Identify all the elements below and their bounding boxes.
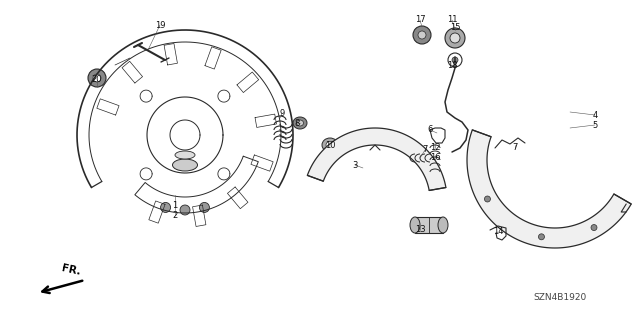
Circle shape (180, 205, 190, 215)
Ellipse shape (296, 120, 303, 126)
Text: 20: 20 (92, 76, 102, 85)
Text: 15: 15 (450, 23, 460, 32)
Circle shape (200, 203, 209, 212)
Polygon shape (467, 130, 631, 248)
Circle shape (484, 196, 490, 202)
Text: 8: 8 (294, 118, 300, 128)
Text: 18: 18 (447, 61, 458, 70)
Text: SZN4B1920: SZN4B1920 (533, 293, 587, 302)
Text: FR.: FR. (61, 263, 81, 277)
Text: 16: 16 (429, 153, 440, 162)
Ellipse shape (438, 217, 448, 233)
Ellipse shape (173, 159, 198, 171)
Text: 13: 13 (415, 226, 426, 234)
Circle shape (591, 225, 597, 231)
Polygon shape (415, 217, 443, 233)
Ellipse shape (410, 217, 420, 233)
Text: 1: 1 (172, 201, 178, 210)
Text: 19: 19 (155, 20, 165, 29)
Circle shape (445, 28, 465, 48)
Circle shape (413, 26, 431, 44)
Circle shape (161, 203, 171, 212)
Text: 3: 3 (352, 160, 358, 169)
Text: 7: 7 (512, 144, 518, 152)
Text: 2: 2 (172, 211, 178, 219)
Circle shape (93, 74, 101, 82)
Text: 10: 10 (324, 140, 335, 150)
Ellipse shape (326, 142, 334, 149)
Text: 5: 5 (593, 121, 598, 130)
Ellipse shape (175, 151, 195, 159)
Ellipse shape (293, 117, 307, 129)
Text: 4: 4 (593, 110, 598, 120)
Text: 14: 14 (493, 227, 503, 236)
Text: 12: 12 (429, 144, 440, 152)
Circle shape (538, 234, 545, 240)
Circle shape (450, 33, 460, 43)
Circle shape (452, 57, 458, 63)
Text: 17: 17 (415, 16, 426, 25)
Text: 9: 9 (280, 108, 285, 117)
Circle shape (88, 69, 106, 87)
Ellipse shape (322, 138, 338, 152)
Polygon shape (307, 128, 446, 190)
Text: 7: 7 (422, 145, 428, 154)
Text: 11: 11 (447, 16, 457, 25)
Text: 6: 6 (428, 125, 433, 135)
Circle shape (418, 31, 426, 39)
